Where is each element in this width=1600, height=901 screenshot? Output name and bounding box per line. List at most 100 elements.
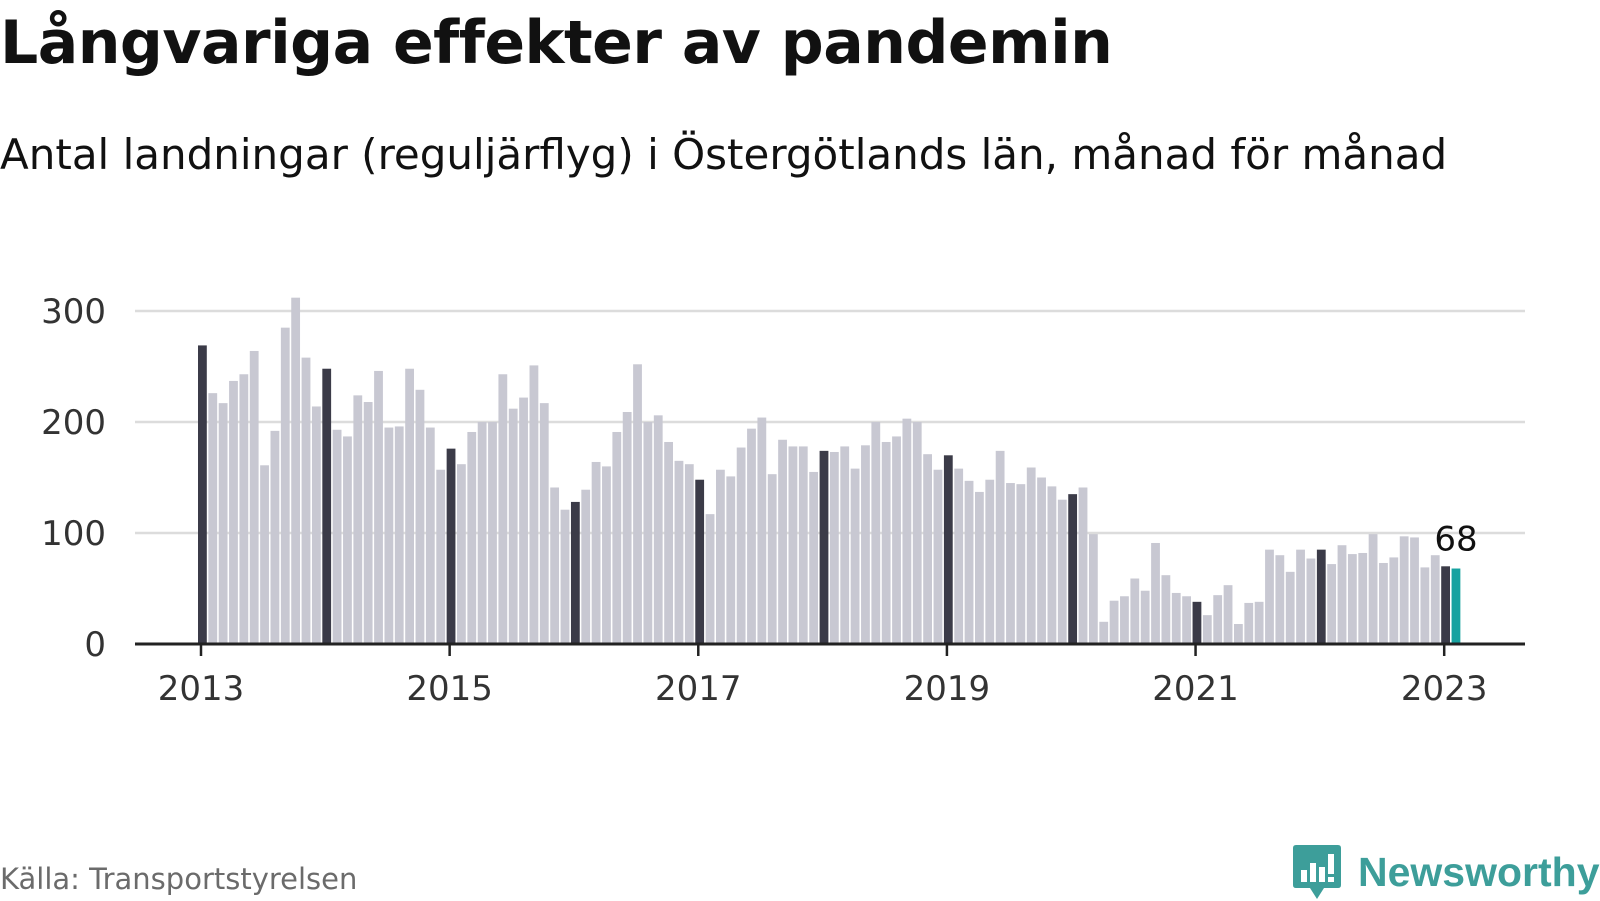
bar xyxy=(684,464,694,644)
bar xyxy=(871,422,881,644)
bar xyxy=(249,350,259,644)
bar xyxy=(1316,549,1326,644)
bar xyxy=(384,427,394,644)
bar xyxy=(1234,624,1243,644)
bar xyxy=(736,447,746,644)
bar xyxy=(446,448,456,644)
bar xyxy=(1109,600,1119,644)
bar xyxy=(1078,487,1088,644)
latest-value-label: 68 xyxy=(1434,520,1477,560)
x-axis: 2013 2015 2017 2019 2021 2023 xyxy=(158,644,1488,709)
bar-latest xyxy=(1451,568,1461,644)
newsworthy-chart-icon xyxy=(1293,845,1341,899)
bar xyxy=(923,454,932,644)
bar xyxy=(560,509,570,644)
bar xyxy=(1244,602,1254,644)
bar xyxy=(1254,601,1264,644)
bar xyxy=(1161,575,1171,644)
bar xyxy=(343,436,352,644)
bar xyxy=(892,436,901,644)
bar xyxy=(1088,534,1098,644)
chart-title: Långvariga effekter av pandemin xyxy=(0,8,1113,78)
bar xyxy=(436,469,446,644)
bars xyxy=(198,297,1461,644)
bar xyxy=(508,408,518,644)
bar xyxy=(653,415,663,644)
bar xyxy=(726,476,736,644)
bar xyxy=(570,501,580,644)
bar xyxy=(912,422,922,644)
bar xyxy=(353,395,363,644)
bar xyxy=(612,431,622,644)
bar xyxy=(498,374,508,644)
bar xyxy=(1410,537,1419,644)
bar xyxy=(788,446,798,644)
bar xyxy=(488,422,497,644)
bar xyxy=(581,489,591,644)
bar xyxy=(1358,552,1368,644)
bar xyxy=(591,461,601,644)
bar xyxy=(964,480,974,644)
x-tick-label: 2013 xyxy=(158,669,245,709)
bar xyxy=(767,474,777,644)
bar xyxy=(819,450,829,644)
newsworthy-logo: Newsworthy xyxy=(1292,843,1600,901)
bar xyxy=(943,455,953,644)
bar xyxy=(1182,596,1191,644)
bar xyxy=(664,441,673,644)
bar xyxy=(674,460,684,644)
bar xyxy=(1047,486,1057,644)
bar xyxy=(798,446,808,644)
bar xyxy=(861,445,870,644)
bar xyxy=(374,370,383,644)
bar xyxy=(995,450,1005,644)
bar xyxy=(1368,534,1378,644)
bar xyxy=(198,345,207,644)
bar xyxy=(529,365,539,644)
bar xyxy=(1399,536,1409,644)
bar xyxy=(1306,558,1316,644)
bar xyxy=(1171,592,1181,644)
bar xyxy=(260,465,269,644)
x-tick-label: 2015 xyxy=(406,669,493,709)
bar xyxy=(975,491,984,644)
bar xyxy=(985,479,995,644)
bar xyxy=(902,418,912,644)
bar xyxy=(1099,621,1109,644)
bar xyxy=(1202,615,1212,644)
bar xyxy=(1347,554,1357,644)
bar xyxy=(229,380,238,644)
bar xyxy=(778,439,787,644)
bar xyxy=(1130,578,1140,644)
bar xyxy=(1140,590,1150,644)
x-tick-label: 2023 xyxy=(1401,669,1488,709)
bar xyxy=(415,389,425,644)
x-tick-label: 2021 xyxy=(1152,669,1239,709)
bar xyxy=(622,412,632,644)
bar xyxy=(850,468,860,644)
bar xyxy=(1420,567,1430,644)
bar xyxy=(1296,549,1305,644)
bar xyxy=(1337,545,1347,644)
bar xyxy=(1265,549,1274,644)
bar xyxy=(218,403,228,644)
bar xyxy=(519,397,528,644)
bar xyxy=(602,466,611,644)
bar xyxy=(933,469,943,644)
brand-name: Newsworthy xyxy=(1358,848,1600,895)
bar xyxy=(1016,484,1026,644)
bar xyxy=(757,417,767,644)
bar xyxy=(1327,564,1337,644)
bar xyxy=(1441,566,1450,644)
bar xyxy=(1192,601,1202,644)
bar xyxy=(881,441,891,644)
bar xyxy=(363,402,373,644)
bar xyxy=(239,374,249,644)
bar xyxy=(829,451,839,644)
x-tick-label: 2017 xyxy=(655,669,742,709)
bar xyxy=(809,471,819,644)
y-tick-label: 300 xyxy=(41,292,106,332)
bar xyxy=(1213,595,1223,644)
bar xyxy=(1057,499,1067,644)
